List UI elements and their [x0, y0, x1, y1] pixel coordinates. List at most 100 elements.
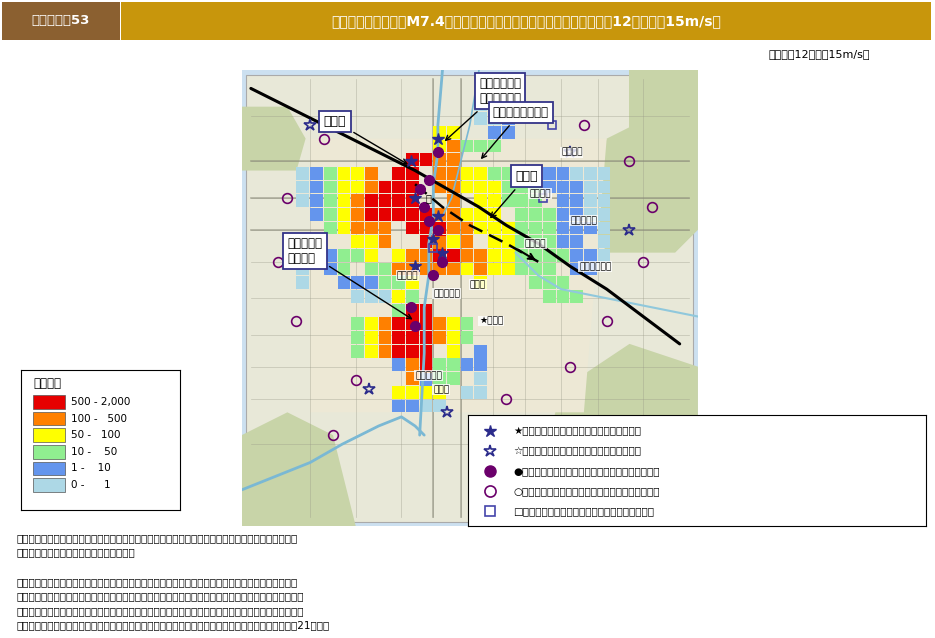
- Bar: [393, 181, 405, 193]
- Text: ○重要文化財：一般の建物の焼失があるメッシュ外: ○重要文化財：一般の建物の焼失があるメッシュ外: [513, 486, 660, 496]
- Bar: [310, 249, 323, 262]
- Bar: [447, 194, 460, 207]
- Bar: [393, 208, 405, 221]
- Text: 旧伊藤家住宅: 旧伊藤家住宅: [580, 262, 611, 271]
- Bar: [420, 399, 432, 412]
- Bar: [420, 331, 432, 344]
- Bar: [461, 249, 473, 262]
- Bar: [502, 181, 514, 193]
- Polygon shape: [242, 412, 356, 526]
- Bar: [502, 221, 514, 234]
- Text: （注２）火災シミュレーションで焼失棟数分布を推計した結果と重ね合わせ，当該地震で発生する火: （注２）火災シミュレーションで焼失棟数分布を推計した結果と重ね合わせ，当該地震で…: [17, 577, 298, 587]
- Bar: [447, 181, 460, 193]
- Bar: [570, 235, 583, 248]
- Text: 10 -    50: 10 - 50: [71, 447, 118, 457]
- Bar: [34, 478, 65, 492]
- Bar: [447, 372, 460, 385]
- Bar: [310, 208, 323, 221]
- Bar: [597, 249, 611, 262]
- Bar: [393, 318, 405, 330]
- Bar: [461, 167, 473, 180]
- Bar: [529, 181, 542, 193]
- Bar: [515, 235, 528, 248]
- Bar: [420, 372, 432, 385]
- Bar: [365, 208, 378, 221]
- Bar: [365, 181, 378, 193]
- Bar: [543, 276, 555, 289]
- Bar: [296, 276, 309, 289]
- Bar: [529, 194, 542, 207]
- Bar: [393, 359, 405, 371]
- Bar: [461, 263, 473, 276]
- Bar: [352, 208, 364, 221]
- Bar: [393, 304, 405, 316]
- Bar: [543, 290, 555, 303]
- Text: 図２－３－53: 図２－３－53: [32, 14, 90, 27]
- Bar: [447, 167, 460, 180]
- Bar: [488, 208, 501, 221]
- Bar: [474, 372, 487, 385]
- Bar: [515, 181, 528, 193]
- Text: 物）及び世界文化遺産を表示しており，個別の文化遺産が火災により焼失することを意味して: 物）及び世界文化遺産を表示しており，個別の文化遺産が火災により焼失することを意味…: [17, 606, 304, 616]
- Text: （注１）一つの文化遺産の中に複数の国宝・重要文化財（建造物）が存在する場合は，代表的な名称: （注１）一つの文化遺産の中に複数の国宝・重要文化財（建造物）が存在する場合は，代…: [17, 533, 298, 543]
- Bar: [310, 194, 323, 207]
- Polygon shape: [242, 107, 306, 170]
- Text: （冬の昼12時風速15m/s）: （冬の昼12時風速15m/s）: [769, 49, 870, 59]
- Bar: [556, 208, 569, 221]
- Bar: [488, 126, 501, 138]
- Bar: [365, 318, 378, 330]
- Bar: [406, 167, 419, 180]
- Bar: [447, 208, 460, 221]
- Bar: [570, 221, 583, 234]
- Bar: [488, 167, 501, 180]
- Bar: [365, 221, 378, 234]
- Bar: [433, 331, 446, 344]
- Bar: [543, 167, 555, 180]
- Bar: [352, 318, 364, 330]
- Bar: [352, 345, 364, 357]
- Bar: [488, 181, 501, 193]
- Text: のみを表記している場合がある。: のみを表記している場合がある。: [17, 547, 136, 558]
- Bar: [406, 263, 419, 276]
- Bar: [420, 249, 432, 262]
- Bar: [543, 221, 555, 234]
- Bar: [433, 318, 446, 330]
- Bar: [406, 181, 419, 193]
- Bar: [34, 396, 65, 409]
- Text: 二条城: 二条城: [324, 115, 407, 164]
- Text: ☆国宝：一般の建物の焼失があるメッシュ外: ☆国宝：一般の建物の焼失があるメッシュ外: [513, 447, 641, 456]
- Bar: [461, 331, 473, 344]
- Bar: [338, 221, 351, 234]
- Bar: [365, 249, 378, 262]
- Bar: [570, 263, 583, 276]
- Bar: [365, 263, 378, 276]
- Bar: [583, 208, 597, 221]
- Bar: [420, 153, 432, 166]
- Bar: [488, 140, 501, 152]
- Bar: [352, 276, 364, 289]
- Bar: [597, 181, 611, 193]
- Bar: [474, 221, 487, 234]
- Bar: [393, 263, 405, 276]
- Bar: [324, 194, 337, 207]
- Bar: [488, 194, 501, 207]
- Bar: [433, 263, 446, 276]
- Polygon shape: [583, 116, 698, 253]
- Bar: [433, 167, 446, 180]
- Bar: [338, 181, 351, 193]
- Text: 焼失棟数: 焼失棟数: [34, 377, 62, 390]
- Bar: [583, 249, 597, 262]
- Bar: [324, 167, 337, 180]
- Bar: [406, 345, 419, 357]
- Bar: [461, 221, 473, 234]
- Bar: [515, 249, 528, 262]
- Text: 100 -   500: 100 - 500: [71, 413, 127, 424]
- Text: 慈照寺（銀閣寺）: 慈照寺（銀閣寺）: [482, 106, 549, 158]
- Polygon shape: [539, 344, 698, 526]
- Text: 50 -   100: 50 - 100: [71, 430, 121, 440]
- Bar: [433, 372, 446, 385]
- Bar: [352, 331, 364, 344]
- Text: 和田神社: 和田神社: [529, 189, 551, 198]
- Bar: [461, 140, 473, 152]
- Text: 篠津神社: 篠津神社: [525, 239, 546, 248]
